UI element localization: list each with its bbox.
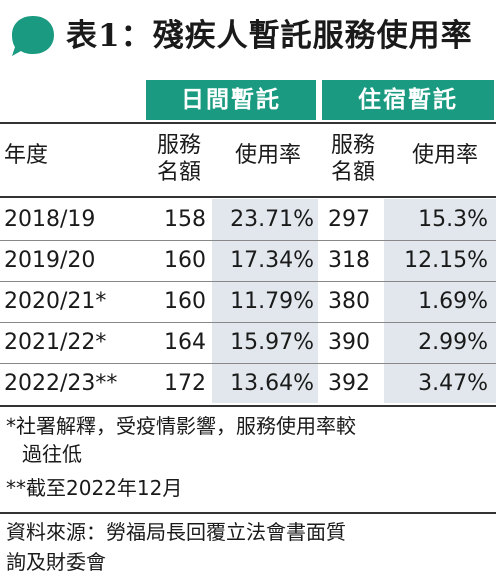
footnote-1-cont: 過往低 xyxy=(22,442,82,466)
cell-year: 2019/20 xyxy=(4,248,96,273)
cell-day-places: 172 xyxy=(164,371,206,396)
table-bottom-rule xyxy=(0,405,496,407)
cell-year: 2022/23** xyxy=(4,371,118,396)
col-res-places: 服務名額 xyxy=(330,133,375,185)
row-divider xyxy=(0,322,496,323)
col-year: 年度 xyxy=(4,143,49,168)
source-rule xyxy=(0,512,496,514)
cell-day-rate: 23.71% xyxy=(230,207,314,232)
group-header-day: 日間暫託 xyxy=(146,80,316,120)
source-line-1: 資料來源：勞福局長回覆立法會書面質 xyxy=(6,520,346,544)
footnote-2: **截至2022年12月 xyxy=(6,476,183,500)
col-day-rate: 使用率 xyxy=(234,143,301,168)
title-bar: 表1：殘疾人暫託服務使用率 xyxy=(0,0,496,71)
cell-res-rate: 1.69% xyxy=(418,289,488,314)
cell-day-rate: 17.34% xyxy=(230,248,314,273)
cell-res-places: 380 xyxy=(328,289,370,314)
footnote-1: *社署解釋，受疫情影響，服務使用率較 xyxy=(6,414,356,438)
table-title: 表1：殘疾人暫託服務使用率 xyxy=(66,18,473,54)
cell-day-places: 160 xyxy=(164,289,206,314)
cell-day-places: 160 xyxy=(164,248,206,273)
col-res-rate: 使用率 xyxy=(411,143,478,168)
cell-day-places: 158 xyxy=(164,207,206,232)
cell-res-rate: 3.47% xyxy=(418,371,488,396)
header-bottom-rule xyxy=(0,196,496,198)
res-rate-column-shade xyxy=(384,199,496,403)
cell-res-places: 297 xyxy=(328,207,370,232)
cell-res-places: 318 xyxy=(328,248,370,273)
col-day-places: 服務名額 xyxy=(156,133,201,185)
cell-day-rate: 15.97% xyxy=(230,330,314,355)
cell-res-rate: 12.15% xyxy=(404,248,488,273)
header-rule xyxy=(0,122,496,124)
row-divider xyxy=(0,363,496,364)
cell-day-rate: 11.79% xyxy=(230,289,314,314)
group-header-residential: 住宿暫託 xyxy=(322,80,494,120)
source-line-2: 詢及財委會 xyxy=(6,550,106,574)
cell-year: 2021/22* xyxy=(4,330,107,355)
cell-res-places: 390 xyxy=(328,330,370,355)
cell-res-places: 392 xyxy=(328,371,370,396)
cell-year: 2018/19 xyxy=(4,207,96,232)
row-divider xyxy=(0,240,496,241)
row-divider xyxy=(0,281,496,282)
cell-year: 2020/21* xyxy=(4,289,107,314)
cell-day-places: 164 xyxy=(164,330,206,355)
day-rate-column-shade xyxy=(212,199,318,403)
cell-res-rate: 2.99% xyxy=(418,330,488,355)
cell-day-rate: 13.64% xyxy=(230,371,314,396)
speech-bubble-icon xyxy=(12,16,54,56)
cell-res-rate: 15.3% xyxy=(418,207,488,232)
